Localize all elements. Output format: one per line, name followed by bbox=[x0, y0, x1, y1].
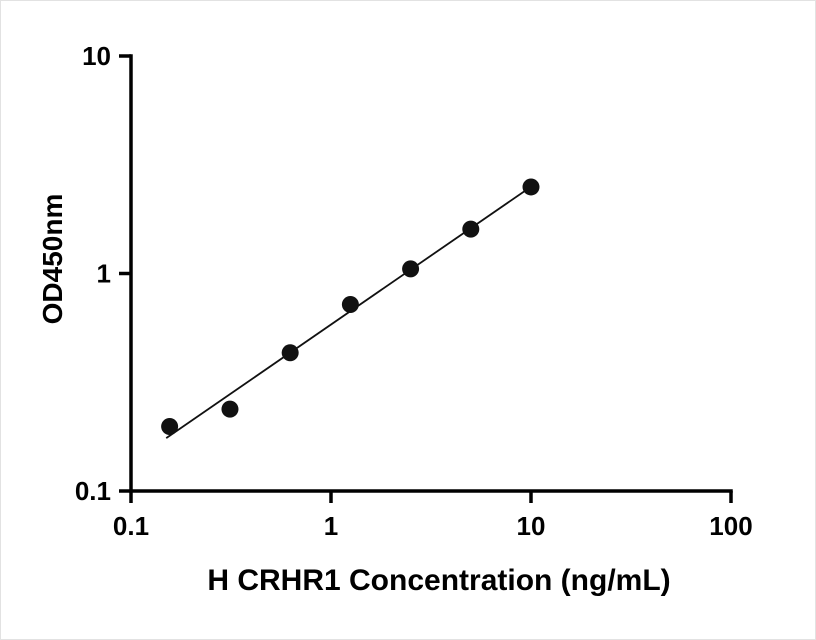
x-axis-title: H CRHR1 Concentration (ng/mL) bbox=[207, 564, 671, 597]
data-point bbox=[522, 178, 540, 196]
x-tick-label: 100 bbox=[709, 511, 752, 541]
axes bbox=[129, 54, 733, 493]
y-tick-label: 1 bbox=[97, 259, 111, 289]
data-point bbox=[402, 260, 420, 278]
x-tick-label: 1 bbox=[324, 511, 338, 541]
y-tick-label: 0.1 bbox=[75, 476, 111, 506]
data-point bbox=[221, 400, 239, 418]
x-tick-label: 10 bbox=[517, 511, 546, 541]
data-point bbox=[281, 344, 299, 362]
data-point bbox=[341, 296, 359, 314]
data-point bbox=[462, 220, 480, 238]
y-tick-label: 10 bbox=[82, 41, 111, 71]
data-point bbox=[161, 417, 179, 435]
x-tick-label: 0.1 bbox=[113, 511, 149, 541]
y-axis-title: OD450nm bbox=[37, 193, 68, 325]
